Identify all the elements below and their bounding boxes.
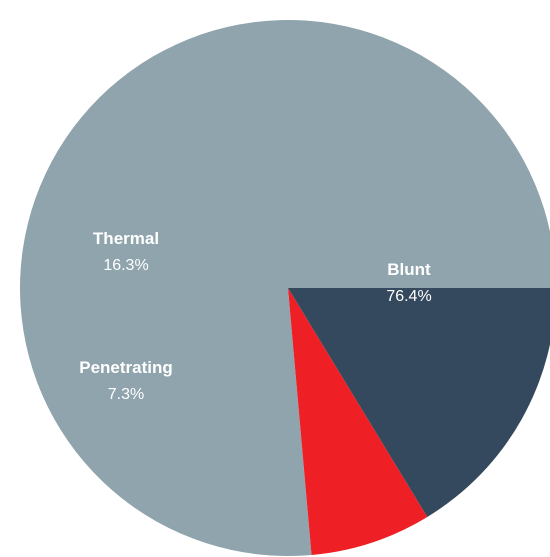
slice-label-thermal-value: 16.3% — [103, 257, 148, 274]
slice-label-penetrating-name: Penetrating — [79, 358, 173, 377]
pie-slice-penetrating — [288, 288, 428, 555]
pie-slices — [20, 19, 550, 556]
pie-slice-blunt — [20, 19, 550, 556]
slice-label-blunt-name: Blunt — [387, 260, 431, 279]
pie-slice-thermal — [288, 288, 550, 517]
slice-label-blunt-value: 76.4% — [386, 288, 431, 305]
slice-label-penetrating-value: 7.3% — [108, 386, 144, 403]
slice-label-thermal-name: Thermal — [93, 229, 159, 248]
